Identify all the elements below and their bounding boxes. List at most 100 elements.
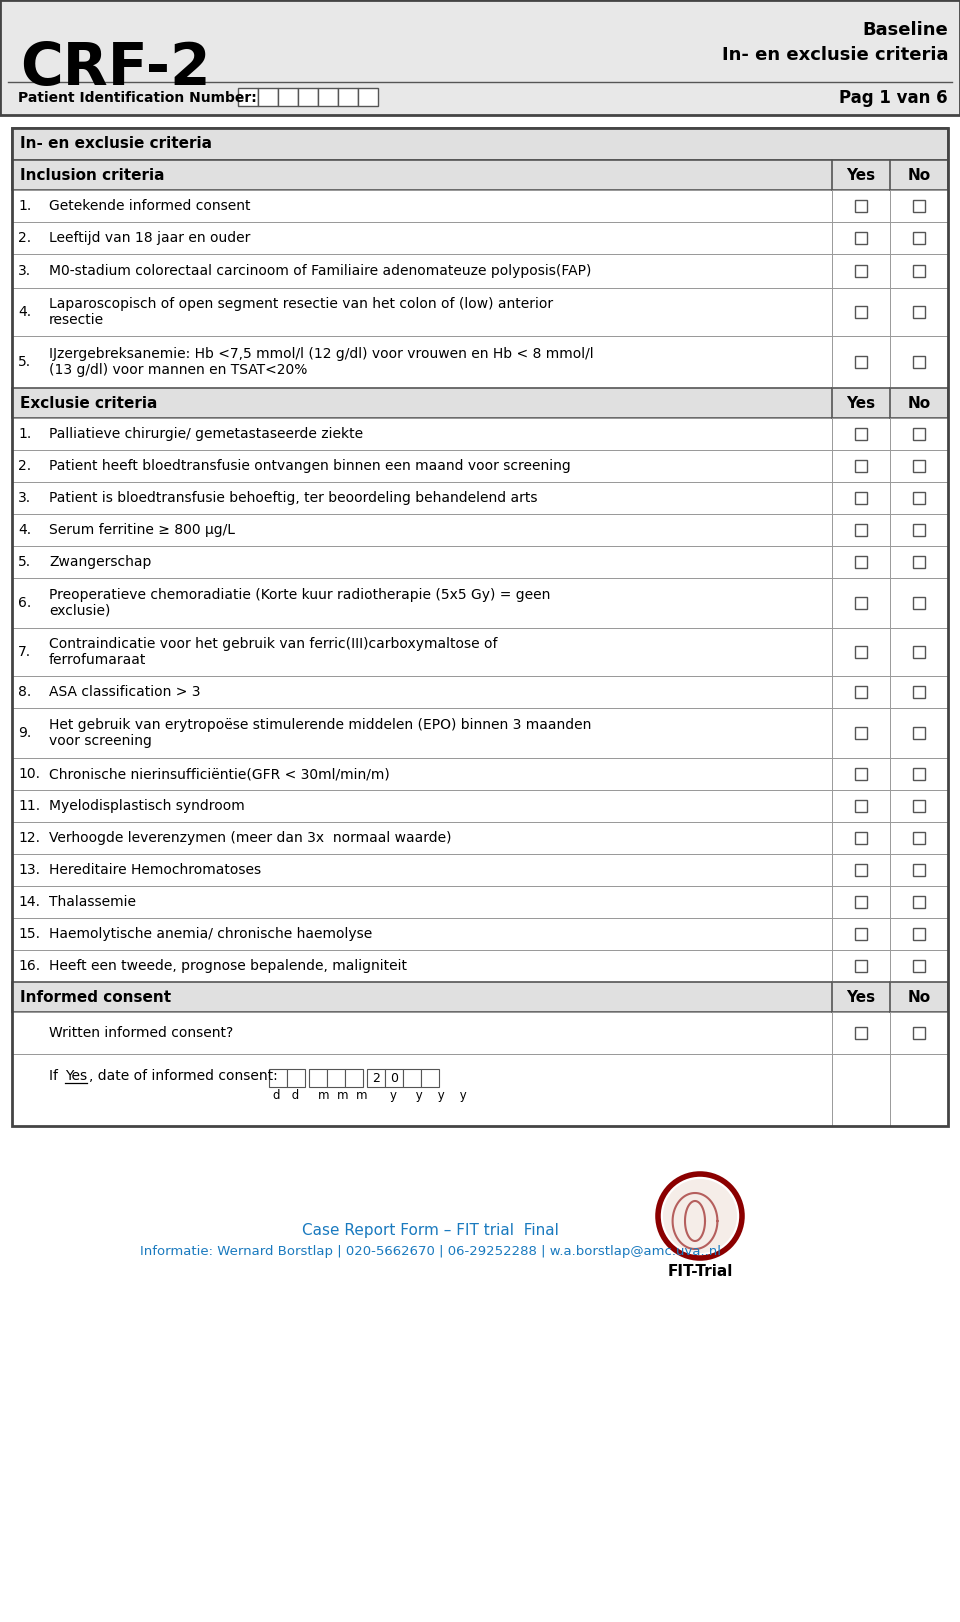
Bar bbox=[855, 461, 867, 472]
Bar bbox=[855, 646, 867, 659]
Bar bbox=[258, 88, 278, 105]
Bar bbox=[855, 1027, 867, 1040]
Text: Palliatieve chirurgie/ gemetastaseerde ziekte: Palliatieve chirurgie/ gemetastaseerde z… bbox=[49, 427, 363, 441]
Bar bbox=[12, 222, 948, 255]
Text: Leeftijd van 18 jaar en ouder: Leeftijd van 18 jaar en ouder bbox=[49, 230, 251, 245]
Text: Myelodisplastisch syndroom: Myelodisplastisch syndroom bbox=[49, 800, 245, 813]
Text: Informatie: Wernard Borstlap | 020-5662670 | 06-29252288 | w.a.borstlap@amc.uva.: Informatie: Wernard Borstlap | 020-56626… bbox=[139, 1244, 721, 1257]
Bar bbox=[298, 88, 318, 105]
Text: 2.: 2. bbox=[18, 230, 31, 245]
Text: Pag 1 van 6: Pag 1 van 6 bbox=[839, 89, 948, 107]
Bar bbox=[855, 232, 867, 243]
Bar bbox=[12, 676, 948, 707]
Text: Hereditaire Hemochromatoses: Hereditaire Hemochromatoses bbox=[49, 863, 261, 878]
Bar bbox=[12, 918, 948, 950]
Bar bbox=[309, 1069, 327, 1087]
Circle shape bbox=[663, 1179, 737, 1254]
Bar bbox=[385, 1069, 403, 1087]
Text: M0-stadium colorectaal carcinoom of Familiaire adenomateuze polyposis(FAP): M0-stadium colorectaal carcinoom of Fami… bbox=[49, 264, 591, 277]
Bar bbox=[12, 886, 948, 918]
Bar bbox=[913, 264, 925, 277]
Text: 1.: 1. bbox=[18, 427, 32, 441]
Text: Contraindicatie voor het gebruik van ferric(III)carboxymaltose of: Contraindicatie voor het gebruik van fer… bbox=[49, 637, 497, 650]
Bar bbox=[238, 88, 258, 105]
Text: IJzergebreksanemie: Hb <7,5 mmol/l (12 g/dl) voor vrouwen en Hb < 8 mmol/l: IJzergebreksanemie: Hb <7,5 mmol/l (12 g… bbox=[49, 347, 593, 362]
Text: Patient is bloedtransfusie behoeftig, ter beoordeling behandelend arts: Patient is bloedtransfusie behoeftig, te… bbox=[49, 491, 538, 504]
Text: , date of informed consent:: , date of informed consent: bbox=[89, 1069, 277, 1083]
Bar bbox=[318, 88, 338, 105]
Bar bbox=[913, 1027, 925, 1040]
Bar bbox=[913, 960, 925, 972]
Bar bbox=[338, 88, 358, 105]
Bar bbox=[345, 1069, 363, 1087]
Text: ferrofumaraat: ferrofumaraat bbox=[49, 654, 146, 667]
Bar bbox=[269, 1069, 287, 1087]
Text: 7.: 7. bbox=[18, 646, 31, 659]
Bar bbox=[913, 895, 925, 908]
Text: 8.: 8. bbox=[18, 684, 32, 699]
Text: 4.: 4. bbox=[18, 522, 31, 537]
Bar bbox=[855, 597, 867, 608]
Bar bbox=[913, 556, 925, 568]
Bar bbox=[12, 289, 948, 336]
Bar bbox=[12, 161, 948, 190]
Text: 2: 2 bbox=[372, 1072, 380, 1085]
Bar bbox=[12, 128, 948, 1126]
Bar bbox=[278, 88, 298, 105]
Bar bbox=[855, 800, 867, 813]
Bar bbox=[0, 0, 960, 115]
Text: Thalassemie: Thalassemie bbox=[49, 895, 136, 908]
Text: Getekende informed consent: Getekende informed consent bbox=[49, 200, 251, 212]
Text: No: No bbox=[907, 989, 930, 1004]
Bar bbox=[403, 1069, 421, 1087]
Bar bbox=[855, 767, 867, 780]
Bar bbox=[855, 686, 867, 697]
Bar bbox=[12, 388, 948, 418]
Text: Exclusie criteria: Exclusie criteria bbox=[20, 396, 157, 410]
Text: No: No bbox=[907, 396, 930, 410]
Bar bbox=[913, 355, 925, 368]
Bar bbox=[12, 255, 948, 289]
Bar bbox=[12, 981, 948, 1012]
Text: Heeft een tweede, prognose bepalende, maligniteit: Heeft een tweede, prognose bepalende, ma… bbox=[49, 959, 407, 973]
Text: 5.: 5. bbox=[18, 555, 31, 569]
Bar bbox=[12, 547, 948, 577]
Bar bbox=[855, 491, 867, 504]
Bar bbox=[855, 307, 867, 318]
Text: In- en exclusie criteria: In- en exclusie criteria bbox=[20, 136, 212, 151]
Bar bbox=[913, 232, 925, 243]
Bar bbox=[855, 727, 867, 740]
Text: Serum ferritine ≥ 800 μg/L: Serum ferritine ≥ 800 μg/L bbox=[49, 522, 235, 537]
Text: Yes: Yes bbox=[65, 1069, 87, 1083]
Text: Haemolytische anemia/ chronische haemolyse: Haemolytische anemia/ chronische haemoly… bbox=[49, 928, 372, 941]
Text: Patient heeft bloedtransfusie ontvangen binnen een maand voor screening: Patient heeft bloedtransfusie ontvangen … bbox=[49, 459, 571, 474]
Bar bbox=[358, 88, 378, 105]
Bar bbox=[913, 307, 925, 318]
Text: 15.: 15. bbox=[18, 928, 40, 941]
Bar bbox=[855, 200, 867, 212]
Bar bbox=[12, 482, 948, 514]
Bar bbox=[12, 514, 948, 547]
Bar bbox=[12, 1054, 948, 1126]
Text: 12.: 12. bbox=[18, 830, 40, 845]
Text: resectie: resectie bbox=[49, 313, 104, 328]
Bar bbox=[12, 418, 948, 449]
Text: Case Report Form – FIT trial  Final: Case Report Form – FIT trial Final bbox=[301, 1223, 559, 1239]
Text: voor screening: voor screening bbox=[49, 735, 152, 748]
Bar bbox=[12, 190, 948, 222]
Bar bbox=[855, 355, 867, 368]
Bar bbox=[913, 428, 925, 440]
Text: Zwangerschap: Zwangerschap bbox=[49, 555, 152, 569]
Text: 5.: 5. bbox=[18, 355, 31, 368]
Bar bbox=[12, 950, 948, 981]
Text: 0: 0 bbox=[390, 1072, 398, 1085]
Text: 14.: 14. bbox=[18, 895, 40, 908]
Bar bbox=[855, 960, 867, 972]
Bar bbox=[12, 855, 948, 886]
Bar bbox=[855, 524, 867, 535]
Text: 16.: 16. bbox=[18, 959, 40, 973]
Text: Baseline: Baseline bbox=[862, 21, 948, 39]
Text: d   d     m  m  m      y     y    y    y: d d m m m y y y y bbox=[273, 1090, 467, 1103]
Text: Chronische nierinsufficiëntie(GFR < 30ml/min/m): Chronische nierinsufficiëntie(GFR < 30ml… bbox=[49, 767, 390, 782]
Text: 4.: 4. bbox=[18, 305, 31, 320]
